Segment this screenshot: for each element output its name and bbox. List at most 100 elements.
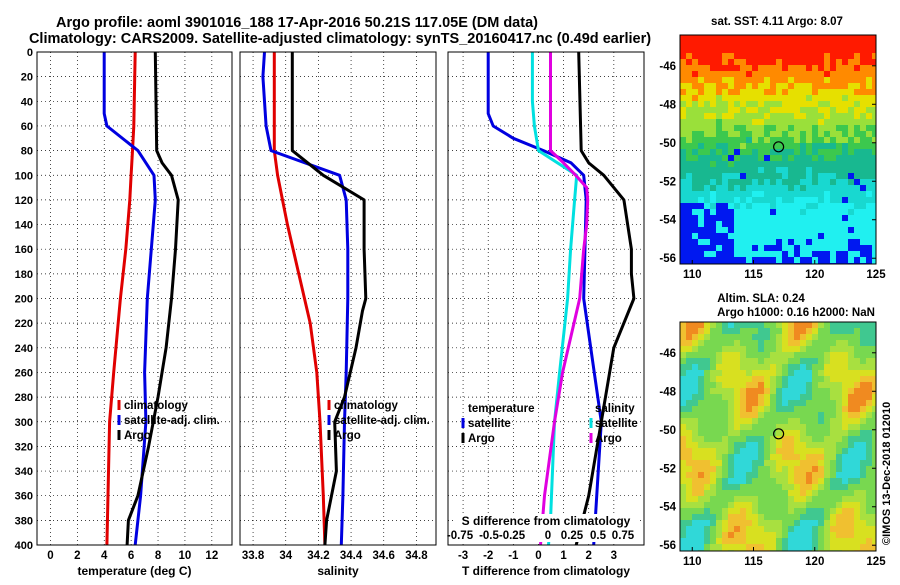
map-cell — [740, 364, 746, 370]
map-cell — [704, 131, 710, 137]
map-cell — [686, 406, 692, 412]
map-cell — [800, 209, 806, 215]
map-cell — [746, 472, 752, 478]
map-cell — [680, 424, 686, 430]
temperature-panel: 0204060801001201401601802002202402602803… — [15, 47, 233, 578]
map-cell — [872, 251, 876, 257]
map-cell — [758, 442, 764, 448]
map-cell — [776, 185, 782, 191]
map-cell — [698, 328, 704, 334]
map-cell — [728, 113, 734, 119]
map-cell — [716, 520, 722, 526]
map-cell — [698, 358, 704, 364]
map-cell — [782, 191, 788, 197]
map-cell — [836, 388, 842, 394]
map-cell — [788, 430, 794, 436]
map-cell — [866, 520, 872, 526]
map-cell — [758, 185, 764, 191]
map-cell — [728, 490, 734, 496]
map-cell — [806, 95, 812, 101]
map-cell — [794, 406, 800, 412]
map-cell — [854, 394, 860, 400]
map-cell — [776, 454, 782, 460]
map-cell — [806, 466, 812, 472]
map-cell — [854, 131, 860, 137]
map-cell — [734, 478, 740, 484]
map-cell — [860, 125, 866, 131]
map-cell — [770, 101, 776, 107]
map-cell — [776, 119, 782, 125]
map-cell — [782, 460, 788, 466]
map-cell — [818, 412, 824, 418]
map-cell — [794, 215, 800, 221]
map-cell — [854, 412, 860, 418]
map-cell — [752, 173, 758, 179]
map-cell — [782, 107, 788, 113]
map-cell — [794, 460, 800, 466]
map-cell — [722, 448, 728, 454]
map-cell — [830, 322, 836, 328]
map-cell — [788, 257, 794, 263]
map-cell — [776, 460, 782, 466]
map-cell — [806, 436, 812, 442]
map-cell — [776, 59, 782, 65]
map-cell — [866, 484, 872, 490]
map-cell — [836, 227, 842, 233]
map-cell — [758, 221, 764, 227]
map-cell — [806, 490, 812, 496]
map-cell — [764, 520, 770, 526]
lat-tick-label: -48 — [659, 386, 676, 398]
map-cell — [848, 257, 854, 263]
map-cell — [728, 478, 734, 484]
map-cell — [722, 490, 728, 496]
map-cell — [710, 107, 716, 113]
map-cell — [680, 484, 686, 490]
map-cell — [854, 149, 860, 155]
map-cell — [710, 143, 716, 149]
map-cell — [818, 59, 824, 65]
map-cell — [824, 143, 830, 149]
map-cell — [746, 508, 752, 514]
map-cell — [830, 155, 836, 161]
map-cell — [692, 149, 698, 155]
map-cell — [848, 173, 854, 179]
map-cell — [812, 418, 818, 424]
map-cell — [824, 83, 830, 89]
map-cell — [722, 352, 728, 358]
map-cell — [776, 113, 782, 119]
map-cell — [800, 370, 806, 376]
map-cell — [752, 71, 758, 77]
map-cell — [728, 442, 734, 448]
map-cell — [842, 107, 848, 113]
map-cell — [710, 71, 716, 77]
map-cell — [830, 502, 836, 508]
map-cell — [770, 382, 776, 388]
map-cell — [842, 203, 848, 209]
map-cell — [740, 239, 746, 245]
map-cell — [758, 460, 764, 466]
map-cell — [740, 209, 746, 215]
map-cell — [818, 215, 824, 221]
map-cell — [704, 47, 710, 53]
map-cell — [728, 358, 734, 364]
map-cell — [860, 113, 866, 119]
map-cell — [710, 167, 716, 173]
map-cell — [830, 520, 836, 526]
map-cell — [830, 167, 836, 173]
map-cell — [800, 448, 806, 454]
map-cell — [728, 209, 734, 215]
map-cell — [776, 251, 782, 257]
map-cell — [782, 83, 788, 89]
map-cell — [716, 358, 722, 364]
map-cell — [872, 137, 876, 143]
map-cell — [830, 544, 836, 550]
lat-tick-label: -46 — [659, 348, 676, 360]
map-cell — [788, 125, 794, 131]
map-cell — [710, 460, 716, 466]
map-cell — [686, 89, 692, 95]
map-cell — [848, 47, 854, 53]
map-cell — [740, 167, 746, 173]
map-cell — [710, 514, 716, 520]
map-cell — [872, 203, 876, 209]
map-cell — [860, 376, 866, 382]
